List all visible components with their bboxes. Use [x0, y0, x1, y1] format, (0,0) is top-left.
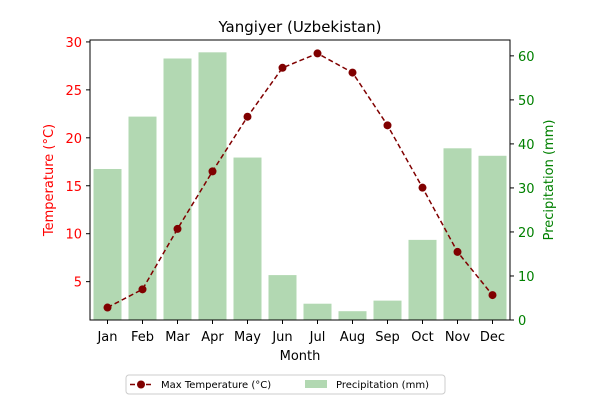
precipitation-bar-sep — [373, 300, 402, 320]
y-axis-right: 0 10 20 30 40 50 60 — [510, 50, 535, 329]
precipitation-bar-nov — [443, 148, 472, 320]
temperature-line-series — [103, 49, 497, 312]
y-right-tick-label-20: 20 — [518, 226, 535, 241]
temperature-point-mar — [173, 224, 182, 233]
y-axis-left: 5 10 15 20 25 30 — [65, 36, 90, 291]
temperature-point-jan — [103, 303, 112, 312]
y-left-tick-label-20: 20 — [65, 132, 82, 147]
temperature-point-sep — [383, 121, 392, 130]
chart-title: Yangiyer (Uzbekistan) — [217, 18, 381, 36]
y-right-tick-label-50: 50 — [518, 94, 535, 109]
y-axis-left-label: Temperature (°C) — [42, 124, 57, 237]
x-tick-label-jul: Jul — [309, 330, 326, 345]
y-left-tick-label-15: 15 — [65, 180, 82, 195]
precipitation-bar-may — [233, 157, 262, 320]
x-tick-label-aug: Aug — [340, 330, 365, 345]
legend-temperature-marker-dot — [137, 380, 145, 389]
legend-temperature-label: Max Temperature (°C) — [161, 380, 271, 391]
precipitation-bar-aug — [338, 311, 367, 320]
precipitation-bar-oct — [408, 239, 437, 320]
x-tick-label-nov: Nov — [445, 330, 471, 345]
legend-precipitation-label: Precipitation (mm) — [336, 380, 429, 391]
x-tick-label-jan: Jan — [96, 330, 117, 345]
y-right-tick-label-40: 40 — [518, 138, 535, 153]
x-tick-label-sep: Sep — [375, 330, 400, 345]
y-left-tick-label-5: 5 — [74, 276, 82, 291]
x-tick-label-mar: Mar — [165, 330, 190, 345]
x-axis: Jan Feb Mar Apr May Jun Jul Aug Sep Oct Nov Dec — [96, 320, 505, 345]
y-left-tick-label-30: 30 — [65, 36, 82, 51]
legend-precipitation-swatch — [305, 380, 327, 388]
x-tick-label-feb: Feb — [131, 330, 154, 345]
x-axis-label: Month — [280, 349, 321, 364]
precipitation-bar-mar — [163, 58, 192, 320]
temperature-line — [107, 52, 494, 309]
x-tick-label-apr: Apr — [201, 330, 224, 345]
precipitation-bar-apr — [198, 52, 227, 320]
temperature-point-dec — [488, 291, 497, 300]
precipitation-bars — [93, 52, 507, 320]
temperature-point-jul — [313, 49, 322, 58]
temperature-point-feb — [138, 285, 147, 294]
temperature-point-oct — [418, 183, 427, 192]
temperature-point-nov — [453, 247, 462, 256]
temperature-point-jun — [278, 63, 287, 72]
y-right-tick-label-0: 0 — [518, 314, 526, 329]
precipitation-bar-jun — [268, 275, 297, 320]
temperature-point-may — [243, 112, 252, 121]
plot-frame — [89, 39, 511, 321]
y-right-tick-label-30: 30 — [518, 182, 535, 197]
precipitation-bar-jul — [303, 303, 332, 320]
y-axis-right-label: Precipitation (mm) — [542, 120, 557, 241]
x-tick-label-oct: Oct — [411, 330, 433, 345]
legend-box — [125, 374, 446, 395]
temperature-point-apr — [208, 167, 217, 176]
x-tick-label-may: May — [234, 330, 261, 345]
y-right-tick-label-10: 10 — [518, 270, 535, 285]
y-left-tick-label-10: 10 — [65, 228, 82, 243]
y-left-tick-label-25: 25 — [65, 84, 82, 99]
x-tick-label-dec: Dec — [480, 330, 505, 345]
precipitation-bar-jan — [93, 168, 122, 320]
x-tick-label-jun: Jun — [271, 330, 292, 345]
y-right-tick-label-60: 60 — [518, 50, 535, 65]
temperature-point-aug — [348, 68, 357, 77]
legend: Max Temperature (°C) Precipitation (mm) — [125, 374, 446, 395]
